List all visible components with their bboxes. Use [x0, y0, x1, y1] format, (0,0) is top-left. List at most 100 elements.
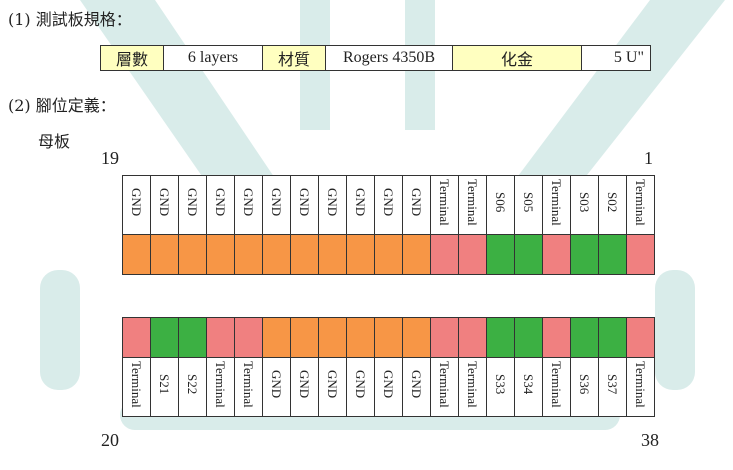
pin-color-signal: [514, 234, 543, 275]
pin-label: Terminal: [437, 361, 452, 408]
pin-name-cell: Terminal: [234, 357, 263, 417]
section-1-heading: (1) 測試板規格：: [8, 6, 132, 30]
pin-name-cell: GND: [150, 175, 179, 235]
pin-label: GND: [381, 370, 396, 399]
pin-name-cell: GND: [290, 357, 319, 417]
pin-label: Terminal: [549, 179, 564, 226]
pin-label: GND: [129, 188, 144, 217]
pin-name-cell: GND: [318, 357, 347, 417]
pin-color-terminal: [542, 234, 571, 275]
pin-name-cell: Terminal: [626, 175, 655, 235]
pin-label: Terminal: [549, 361, 564, 408]
pin-label: S36: [577, 374, 592, 395]
pin-name-cell: Terminal: [458, 175, 487, 235]
pin-name-cell: S05: [514, 175, 543, 235]
pin-label: Terminal: [633, 179, 648, 226]
pin-color-gnd: [374, 234, 403, 275]
pin-label: GND: [381, 188, 396, 217]
pin-label: S03: [577, 192, 592, 213]
pin-label: GND: [409, 370, 424, 399]
pin-color-terminal: [626, 234, 655, 275]
spec-row: 層數 6 layers 材質 Rogers 4350B 化金 5 U": [100, 45, 651, 71]
spec-value-plating: 5 U": [581, 45, 651, 71]
pin-color-gnd: [402, 317, 431, 358]
section-1-title: 測試板規格：: [35, 10, 132, 29]
pin-label: S22: [185, 374, 200, 395]
pin-color-signal: [150, 317, 179, 358]
pin-color-gnd: [402, 234, 431, 275]
pin-color-terminal: [458, 317, 487, 358]
pin-name-cell: GND: [178, 175, 207, 235]
pin-label: S33: [493, 374, 508, 395]
pin-label: GND: [353, 188, 368, 217]
pin-color-gnd: [150, 234, 179, 275]
pin-name-cell: S36: [570, 357, 599, 417]
section-2-title: 腳位定義：: [35, 96, 116, 115]
pin-number-bottom-left: 20: [101, 430, 119, 450]
pin-number-top-left: 19: [101, 148, 119, 168]
pin-color-gnd: [374, 317, 403, 358]
pin-label: GND: [297, 370, 312, 399]
pin-label: GND: [269, 188, 284, 217]
section-1-prefix: (1): [8, 10, 31, 29]
pin-name-cell: Terminal: [626, 357, 655, 417]
pin-name-cell: S33: [486, 357, 515, 417]
pin-label: GND: [157, 188, 172, 217]
pin-color-gnd: [262, 317, 291, 358]
pin-name-cell: S22: [178, 357, 207, 417]
pin-color-gnd: [178, 234, 207, 275]
pin-color-gnd: [234, 234, 263, 275]
pin-name-cell: GND: [346, 175, 375, 235]
pin-color-terminal: [430, 317, 459, 358]
pin-name-cell: Terminal: [458, 357, 487, 417]
pin-label: S21: [157, 374, 172, 395]
section-2-subtitle: 母板: [38, 132, 71, 151]
pin-label: S34: [521, 374, 536, 395]
pin-label: S05: [521, 192, 536, 213]
spec-label-material: 材質: [262, 45, 326, 71]
pin-name-cell: GND: [374, 175, 403, 235]
pin-color-gnd: [346, 317, 375, 358]
pin-color-signal: [570, 234, 599, 275]
pin-name-cell: GND: [346, 357, 375, 417]
pin-color-gnd: [290, 317, 319, 358]
spec-value-layers: 6 layers: [163, 45, 263, 71]
top-pin-colors: [122, 234, 655, 275]
pin-color-signal: [598, 234, 627, 275]
spec-label-plating: 化金: [452, 45, 582, 71]
pin-name-cell: Terminal: [122, 357, 151, 417]
pin-color-gnd: [318, 234, 347, 275]
pin-label: S37: [605, 374, 620, 395]
pin-name-cell: S37: [598, 357, 627, 417]
pin-color-signal: [486, 317, 515, 358]
pin-color-gnd: [318, 317, 347, 358]
pin-color-terminal: [430, 234, 459, 275]
pin-label: Terminal: [437, 179, 452, 226]
spec-value-material: Rogers 4350B: [325, 45, 453, 71]
pin-color-gnd: [290, 234, 319, 275]
pin-color-gnd: [262, 234, 291, 275]
pin-number-bottom-right: 38: [641, 430, 659, 450]
top-pin-row: GND GND GND GND GND GND GND GND GND GND GND Termina…: [122, 175, 655, 275]
pin-name-cell: S02: [598, 175, 627, 235]
pin-name-cell: Terminal: [542, 175, 571, 235]
pin-color-signal: [178, 317, 207, 358]
top-pin-names: GND GND GND GND GND GND GND GND GND GND GND Termina…: [122, 175, 655, 235]
pin-name-cell: S34: [514, 357, 543, 417]
pin-name-cell: GND: [290, 175, 319, 235]
pin-color-signal: [598, 317, 627, 358]
pin-color-gnd: [346, 234, 375, 275]
pin-name-cell: Terminal: [206, 357, 235, 417]
pin-label: GND: [297, 188, 312, 217]
pin-label: GND: [241, 188, 256, 217]
bottom-pin-colors: [122, 317, 655, 358]
pin-color-terminal: [122, 317, 151, 358]
pin-label: GND: [409, 188, 424, 217]
pin-name-cell: S06: [486, 175, 515, 235]
section-2-heading: (2) 腳位定義：: [8, 92, 116, 116]
pin-name-cell: Terminal: [430, 175, 459, 235]
pin-label: Terminal: [633, 361, 648, 408]
pin-color-terminal: [626, 317, 655, 358]
pin-name-cell: GND: [234, 175, 263, 235]
section-2-prefix: (2): [8, 96, 31, 115]
